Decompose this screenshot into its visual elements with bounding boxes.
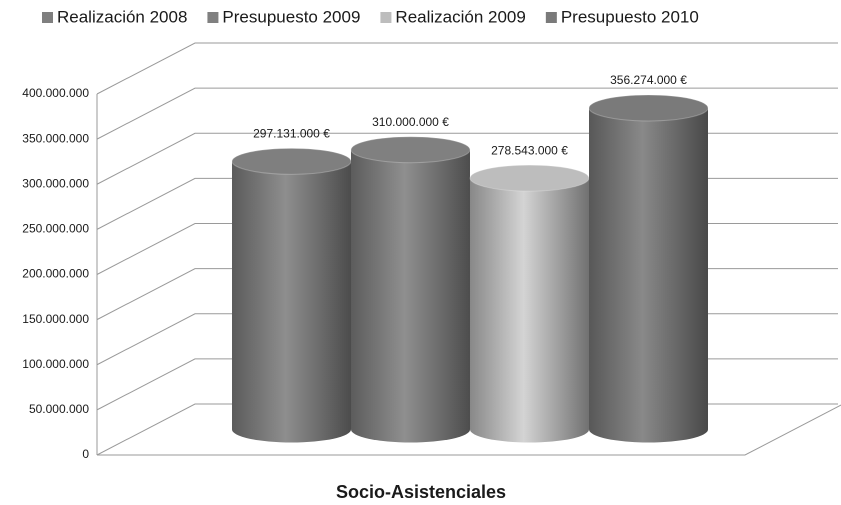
cylinder-body [470,178,589,443]
floor-edge [97,404,841,456]
cylinder [588,94,709,443]
legend-label: Realización 2009 [395,7,525,26]
data-label: 278.543.000 € [491,143,568,157]
cylinder-top [469,164,590,192]
y-tick-label: 400.000.000 [22,86,89,100]
y-tick-label: 50.000.000 [29,402,89,416]
legend-swatch [545,12,557,23]
grid-line [96,87,838,140]
grid-line [96,42,838,95]
legend-swatch [380,12,392,23]
legend-label: Presupuesto 2010 [561,7,699,26]
category-label: Socio-Asistenciales [336,482,506,502]
y-tick-label: 100.000.000 [22,357,89,371]
cylinder [469,164,590,443]
cylinder [350,136,471,443]
y-tick-label: 300.000.000 [22,176,89,190]
cylinder-top [350,136,471,164]
y-tick-label: 0 [82,447,89,461]
legend-swatch [42,12,53,23]
cylinder-body [232,161,351,443]
y-tick-label: 350.000.000 [22,131,89,145]
data-label: 297.131.000 € [253,127,330,141]
cylinder-body [351,149,470,443]
cylinder-top [231,147,352,175]
y-tick-label: 150.000.000 [22,312,89,326]
data-label: 310.000.000 € [372,115,449,129]
cylinder-body [589,107,708,443]
data-label: 356.274.000 € [610,73,687,87]
legend-label: Presupuesto 2009 [222,7,360,26]
cylinder [231,147,352,443]
cylinder-top [588,94,709,122]
y-tick-label: 200.000.000 [22,267,89,281]
y-tick-label: 250.000.000 [22,222,89,236]
legend-swatch [207,12,219,23]
legend-label: Realización 2008 [57,7,187,26]
